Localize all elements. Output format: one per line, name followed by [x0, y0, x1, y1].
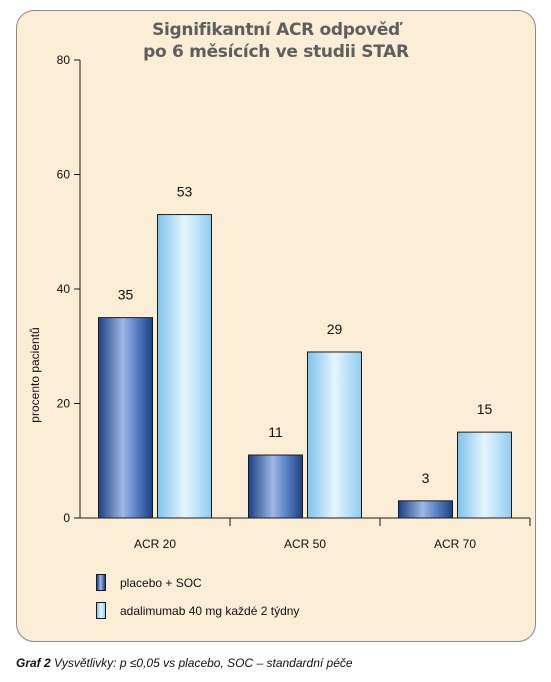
y-tick-label: 40 — [57, 282, 71, 296]
y-tick-label: 60 — [57, 168, 71, 182]
data-label: 29 — [327, 321, 343, 337]
caption-prefix: Graf 2 — [16, 656, 51, 670]
bar-adalimumab — [307, 351, 362, 519]
figure-caption: Graf 2 Vysvětlivky: p ≤0,05 vs placebo, … — [16, 656, 353, 670]
x-tick-label: ACR 20 — [134, 537, 176, 551]
chart-title-line-2: po 6 měsících ve studii STAR — [143, 42, 409, 62]
y-axis-label-text: procento pacientů — [28, 327, 42, 423]
y-tick-label: 0 — [63, 511, 70, 525]
legend-label-adalimumab: adalimumab 40 mg každé 2 týdny — [120, 603, 300, 618]
x-tick-label: ACR 50 — [284, 537, 326, 551]
data-label: 11 — [268, 424, 283, 440]
legend-swatch-placebo — [96, 574, 106, 591]
data-label: 53 — [177, 184, 193, 200]
bar-placebo — [398, 500, 453, 519]
data-label: 3 — [422, 470, 430, 486]
legend-item-adalimumab: adalimumab 40 mg každé 2 týdny — [96, 602, 299, 619]
chart-title: Signifikantní ACR odpověď po 6 měsících … — [16, 19, 536, 63]
y-tick-label: 20 — [57, 397, 71, 411]
bar-adalimumab — [157, 214, 212, 519]
bar-adalimumab — [457, 431, 512, 519]
legend-item-placebo: placebo + SOC — [96, 574, 202, 591]
bar-placebo — [98, 317, 153, 519]
data-label: 35 — [118, 287, 134, 303]
x-tick-label: ACR 70 — [434, 537, 476, 551]
data-label: 15 — [477, 401, 493, 417]
chart-title-line-1: Signifikantní ACR odpověď — [152, 20, 400, 40]
legend-swatch-adalimumab — [96, 602, 106, 619]
caption-text: Vysvětlivky: p ≤0,05 vs placebo, SOC – s… — [54, 656, 353, 670]
y-tick-label: 80 — [57, 53, 71, 67]
bar-placebo — [248, 454, 303, 519]
legend-label-placebo: placebo + SOC — [120, 575, 202, 590]
